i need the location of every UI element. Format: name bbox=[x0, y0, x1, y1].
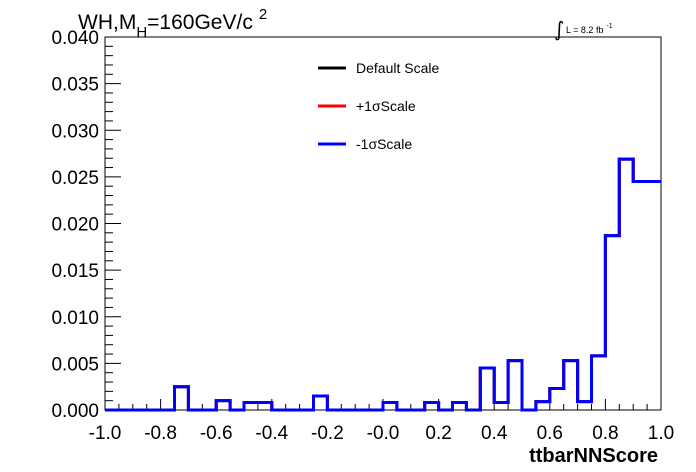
x-tick-label: -0.8 bbox=[144, 423, 177, 444]
title-superscript: 2 bbox=[259, 6, 267, 23]
title-main: WH,M bbox=[78, 11, 136, 34]
y-tick-label: 0.040 bbox=[51, 28, 99, 49]
lumi-text: L = 8.2 fb bbox=[566, 25, 603, 35]
plot-frame bbox=[104, 36, 662, 411]
x-tick-label: 1.0 bbox=[648, 423, 674, 444]
y-axis: 0.000 0.005 0.010 0.015 0.020 0.025 0.030 0.035… bbox=[51, 28, 121, 422]
x-tick-label: -0.0 bbox=[367, 423, 400, 444]
x-tick-label: -0.6 bbox=[200, 423, 233, 444]
x-axis: -1.0 -0.8 -0.6 -0.4 -0.2 -0.0 0.2 0.4 0.6 0.8 1.0 bbox=[89, 399, 674, 444]
x-tick-label: 0.2 bbox=[425, 423, 451, 444]
legend-label-1: +1σScale bbox=[356, 98, 416, 114]
y-tick-label: 0.025 bbox=[51, 168, 99, 189]
legend: Default Scale +1σScale -1σScale bbox=[318, 60, 439, 152]
x-tick-label: 0.6 bbox=[537, 423, 563, 444]
legend-label-2: -1σScale bbox=[356, 136, 412, 152]
y-tick-label: 0.035 bbox=[51, 75, 99, 96]
lumi-integral: ∫ bbox=[554, 17, 564, 41]
y-tick-label: 0.020 bbox=[51, 215, 99, 236]
series-line-2 bbox=[105, 157, 661, 412]
y-tick-label: 0.010 bbox=[51, 308, 99, 329]
y-tick-label: 0.005 bbox=[51, 354, 99, 375]
y-tick-label: 0.015 bbox=[51, 261, 99, 282]
lumi-label: L = 8.2 fb -1 bbox=[566, 23, 613, 35]
series-layer bbox=[105, 157, 661, 412]
x-tick-label: -0.4 bbox=[255, 423, 288, 444]
x-tick-label: 0.4 bbox=[481, 423, 508, 444]
y-tick-label: 0.030 bbox=[51, 121, 99, 142]
title-subscript: H bbox=[136, 24, 147, 41]
x-axis-title: ttbarNNScore bbox=[529, 445, 658, 467]
chart-title: WH,MH=160GeV/c 2 bbox=[78, 6, 267, 41]
title-rest: =160GeV/c bbox=[147, 11, 253, 34]
legend-label-0: Default Scale bbox=[356, 60, 439, 76]
lumi-exponent: -1 bbox=[606, 23, 612, 30]
x-tick-label: 0.8 bbox=[592, 423, 618, 444]
x-tick-label: -0.2 bbox=[311, 423, 344, 444]
x-tick-label: -1.0 bbox=[89, 423, 122, 444]
y-tick-label: 0.000 bbox=[51, 401, 99, 422]
